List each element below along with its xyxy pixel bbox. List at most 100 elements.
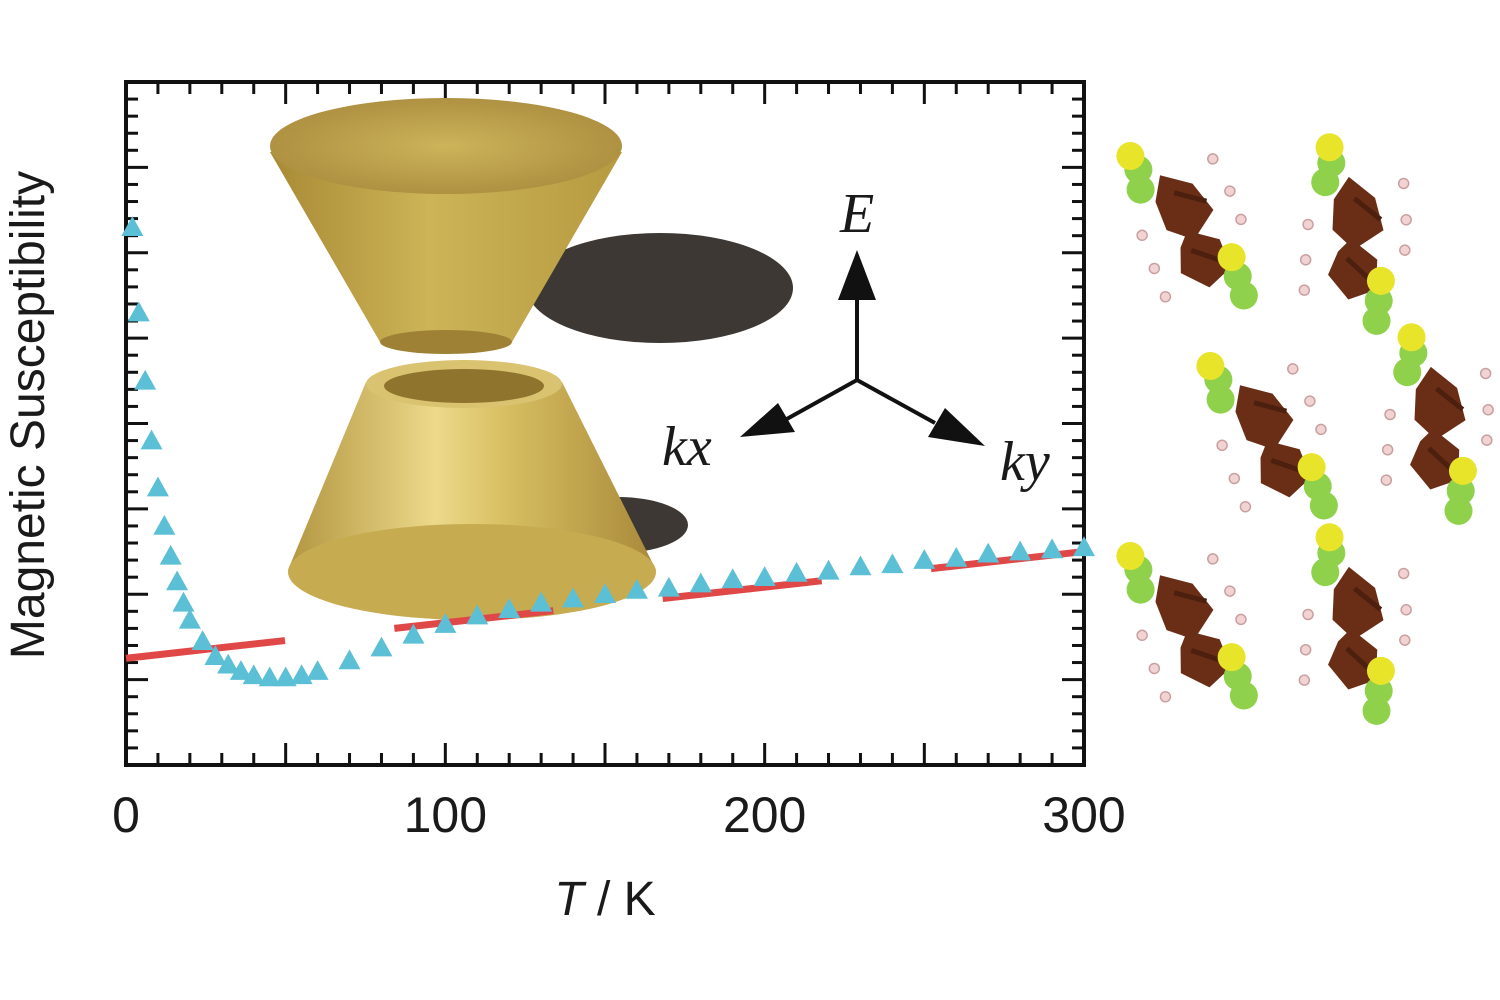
data-point bbox=[338, 649, 361, 670]
hydrogen-atom bbox=[1299, 644, 1312, 656]
upper-cone-cap bbox=[270, 98, 622, 194]
hydrogen-atom bbox=[1287, 363, 1299, 375]
sulfur-atom bbox=[1315, 523, 1344, 552]
data-point bbox=[134, 369, 157, 390]
carbon-ring bbox=[1332, 566, 1384, 640]
carbon-bond bbox=[1173, 590, 1220, 663]
carbon-ring bbox=[1332, 176, 1384, 250]
hydrogen-atom bbox=[1136, 229, 1148, 242]
molecule bbox=[1116, 541, 1258, 710]
data-point bbox=[689, 572, 712, 593]
data-point bbox=[913, 549, 936, 569]
hydrogen-atom bbox=[1400, 214, 1412, 226]
dirac-cone-inset: E kx ky bbox=[270, 98, 1050, 620]
momentum-energy-axes bbox=[740, 250, 985, 446]
hydrogen-atom bbox=[1224, 585, 1236, 597]
axis-label-ky: ky bbox=[1000, 431, 1050, 493]
data-point bbox=[146, 476, 169, 497]
data-point bbox=[1073, 536, 1095, 557]
hydrogen-atom bbox=[1148, 662, 1161, 675]
hydrogen-atom bbox=[1479, 367, 1492, 380]
data-point bbox=[1041, 538, 1064, 559]
hydrogen-atom bbox=[1224, 185, 1236, 197]
carbon-bond bbox=[1345, 196, 1383, 281]
x-axis-title: T / K bbox=[554, 873, 655, 926]
hydrogen-atom bbox=[1298, 284, 1311, 296]
data-point bbox=[127, 301, 150, 322]
hydrogen-atom bbox=[1235, 613, 1247, 626]
molecular-crystal-illustration bbox=[1116, 133, 1494, 725]
hydrogen-atom bbox=[1207, 553, 1219, 565]
sulfur-atom bbox=[1217, 243, 1246, 272]
data-point bbox=[817, 559, 840, 580]
carbon-ring bbox=[1235, 385, 1294, 450]
hydrogen-atom bbox=[1304, 395, 1316, 407]
selenium-atom bbox=[1126, 175, 1155, 204]
x-tick-label: 200 bbox=[723, 787, 806, 843]
hydrogen-atom bbox=[1216, 439, 1228, 452]
carbon-bond bbox=[1173, 190, 1220, 263]
axis-label-kx: kx bbox=[662, 416, 712, 478]
x-tick-labels: 0 100 200 300 bbox=[112, 787, 1126, 843]
carbon-ring bbox=[1155, 175, 1214, 240]
sulfur-atom bbox=[1217, 643, 1246, 672]
lower-cone-opening bbox=[384, 369, 544, 403]
data-point bbox=[594, 583, 616, 604]
data-point bbox=[753, 566, 776, 586]
selenium-atom bbox=[1311, 168, 1340, 197]
hydrogen-atom bbox=[1302, 218, 1314, 231]
carbon-ring bbox=[1414, 366, 1466, 440]
y-axis-title: Magnetic Susceptibility bbox=[2, 171, 55, 659]
carbon-ring bbox=[1328, 628, 1378, 690]
hydrogen-atom bbox=[1482, 404, 1494, 416]
molecule bbox=[1380, 323, 1494, 525]
data-point bbox=[290, 664, 313, 685]
hydrogen-atom bbox=[1481, 434, 1493, 446]
hydrogen-atom bbox=[1207, 153, 1219, 165]
hydrogen-atom bbox=[1397, 567, 1410, 580]
carbon-bond bbox=[1253, 400, 1300, 473]
lower-cone-base bbox=[288, 524, 656, 620]
data-point bbox=[153, 514, 176, 535]
sulfur-atom bbox=[1397, 323, 1426, 352]
sulfur-atom bbox=[1366, 656, 1395, 685]
hydrogen-atom bbox=[1399, 244, 1411, 256]
data-point bbox=[204, 645, 227, 665]
upper-cone-tip bbox=[380, 330, 512, 354]
carbon-ring bbox=[1260, 440, 1311, 498]
x-tick-label: 100 bbox=[404, 787, 487, 843]
hydrogen-atom bbox=[1136, 629, 1148, 642]
carbon-bond bbox=[1345, 586, 1383, 671]
data-point bbox=[191, 630, 214, 651]
data-point bbox=[178, 608, 201, 629]
sulfur-atom bbox=[1448, 456, 1477, 485]
data-point bbox=[562, 587, 585, 608]
hydrogen-atom bbox=[1148, 262, 1161, 275]
data-point bbox=[881, 553, 904, 574]
carbon-ring bbox=[1180, 630, 1231, 688]
carbon-ring bbox=[1155, 575, 1214, 640]
carbon-bond bbox=[1427, 386, 1465, 471]
data-point bbox=[370, 636, 393, 657]
hydrogen-atom bbox=[1400, 604, 1412, 616]
selenium-atom bbox=[1309, 491, 1338, 520]
hydrogen-atom bbox=[1302, 608, 1314, 621]
data-point bbox=[229, 660, 252, 680]
y-axis-ticks bbox=[126, 80, 1084, 767]
hydrogen-atom bbox=[1397, 177, 1410, 190]
data-point bbox=[466, 604, 489, 625]
data-point bbox=[217, 653, 240, 674]
upper-cone bbox=[270, 152, 622, 349]
sulfur-atom bbox=[1116, 141, 1145, 170]
x-axis-ticks bbox=[124, 82, 1086, 765]
hydrogen-atom bbox=[1315, 423, 1327, 436]
data-point bbox=[274, 666, 297, 687]
data-point bbox=[498, 598, 521, 618]
selenium-atom bbox=[1206, 385, 1235, 414]
hydrogen-atom bbox=[1381, 444, 1394, 456]
data-point bbox=[159, 544, 182, 565]
molecule bbox=[1196, 351, 1338, 520]
data-point bbox=[434, 613, 457, 633]
kx-arrow-head bbox=[740, 403, 795, 437]
